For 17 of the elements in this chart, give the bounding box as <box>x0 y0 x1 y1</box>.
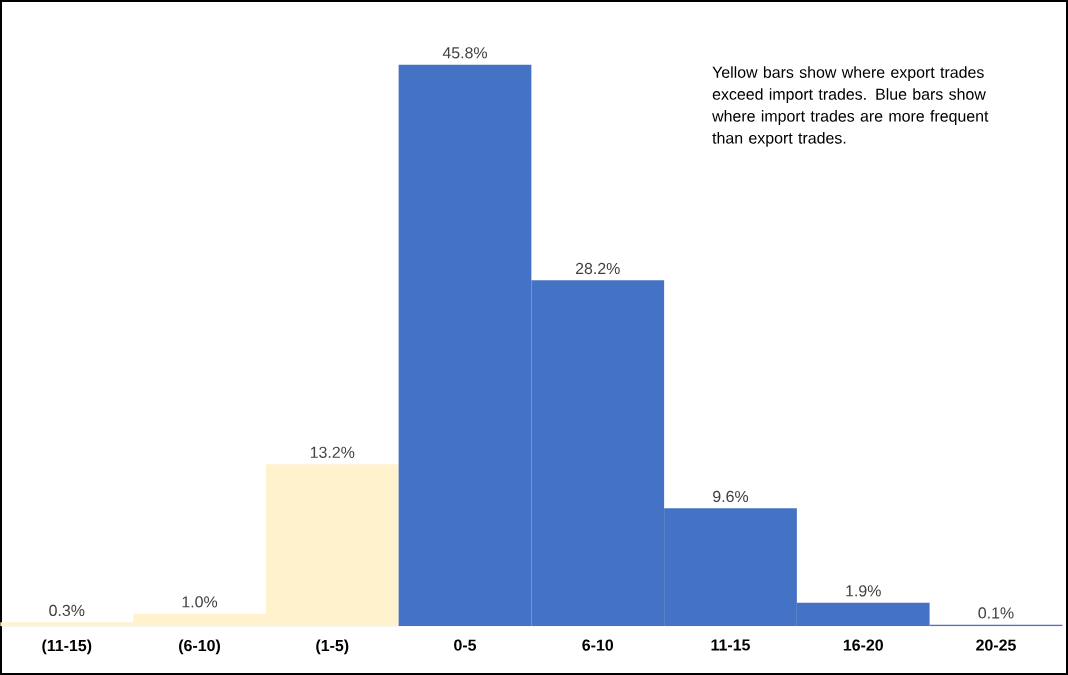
data-label: 13.2% <box>310 446 355 458</box>
data-label: 0.3% <box>49 604 85 617</box>
data-label: 45.8% <box>442 47 488 59</box>
x-tick-label: 11-15 <box>711 639 750 651</box>
data-label: 1.9% <box>846 585 881 597</box>
data-label: 9.6% <box>713 490 749 503</box>
x-tick-label: (6-10) <box>179 639 220 655</box>
x-tick-label: 0-5 <box>454 639 477 651</box>
data-label: 1.0% <box>182 596 218 608</box>
x-tick-label: 16-20 <box>843 639 883 651</box>
x-tick-label: (1-5) <box>316 639 349 655</box>
x-tick-label: 20-25 <box>976 639 1016 651</box>
x-tick-label: 6-10 <box>582 639 614 651</box>
annotation: Yellow bars show where export trades exceed import trades. Blue bars show where import trades are more frequent than export trades. <box>712 66 989 147</box>
data-label: 28.2% <box>575 262 620 275</box>
data-label: 0.1% <box>978 607 1014 619</box>
x-tick-label: (11-15) <box>42 639 92 655</box>
